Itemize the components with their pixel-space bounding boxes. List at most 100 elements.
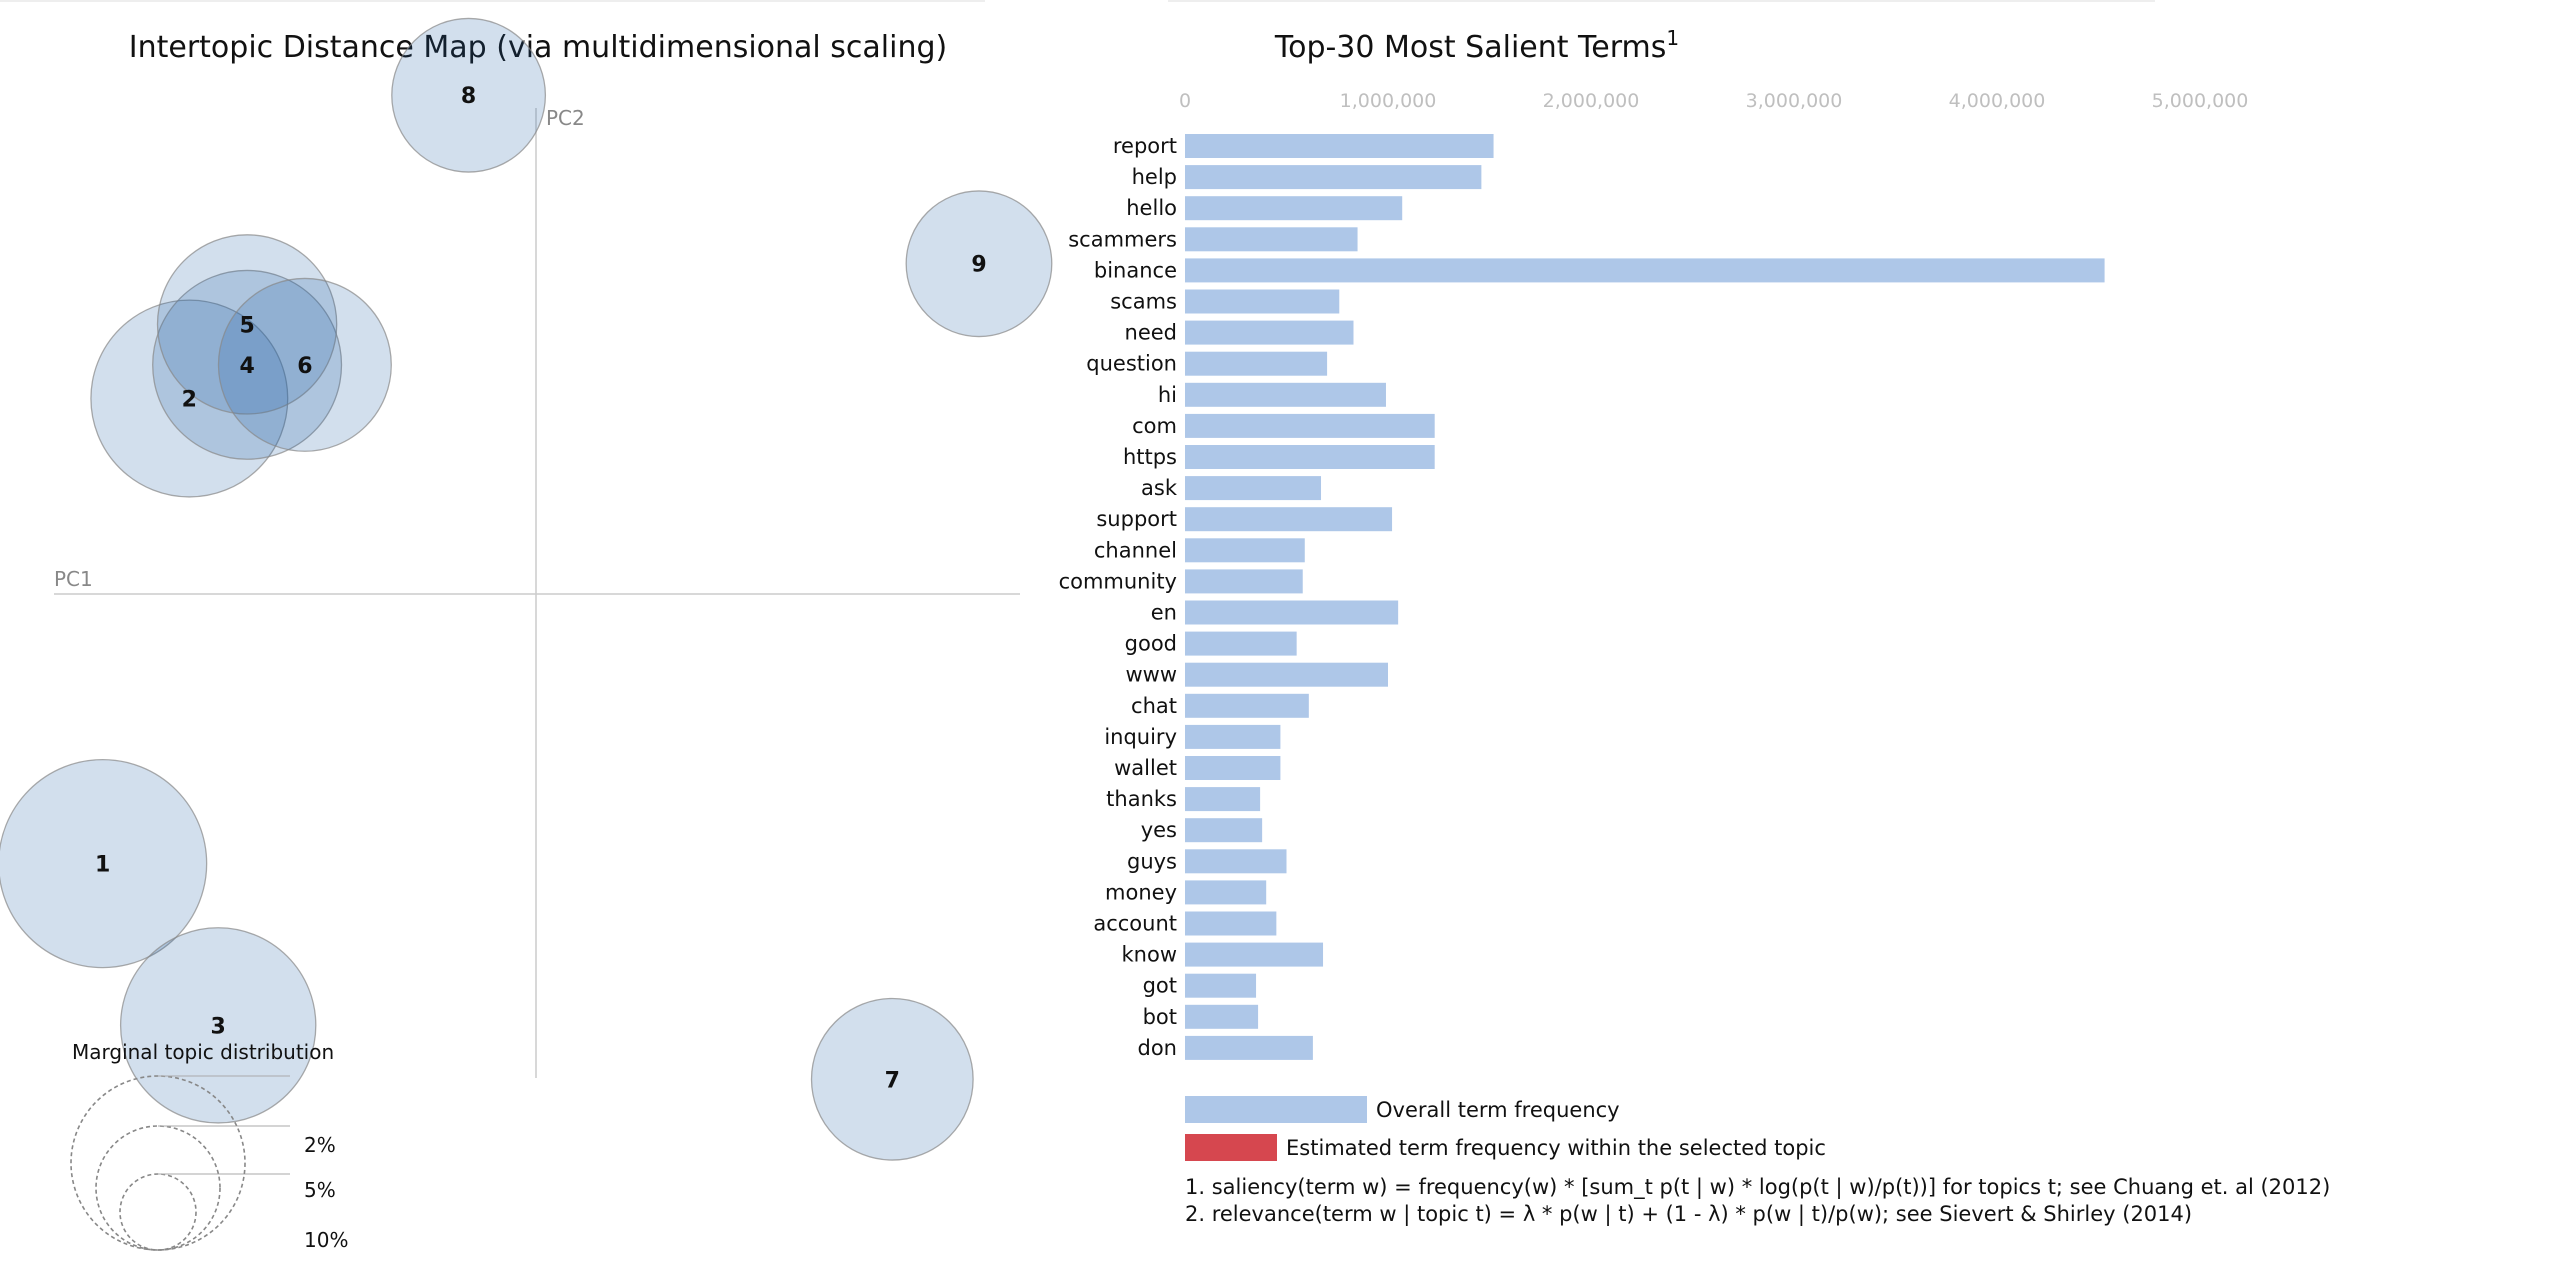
- term-bar-know[interactable]: [1185, 942, 1324, 967]
- term-bar-com[interactable]: [1185, 413, 1435, 438]
- salient-terms-title-text: Top-30 Most Salient Terms: [1274, 30, 1667, 65]
- pc1-axis-label: PC1: [54, 567, 93, 591]
- term-label-hi[interactable]: hi: [1158, 383, 1177, 407]
- term-label-question[interactable]: question: [1086, 352, 1177, 376]
- topic-bubble-3[interactable]: [119, 927, 317, 1124]
- term-label-bot[interactable]: bot: [1143, 1005, 1177, 1029]
- topic-label-8: 8: [461, 84, 476, 109]
- topic-label-4: 4: [239, 354, 254, 379]
- topic-bubble-7[interactable]: [810, 997, 974, 1161]
- term-bar-help[interactable]: [1185, 165, 1482, 190]
- term-label-ask[interactable]: ask: [1141, 476, 1178, 500]
- term-bar-ask[interactable]: [1185, 476, 1322, 501]
- term-label-money[interactable]: money: [1105, 880, 1177, 904]
- term-label-com[interactable]: com: [1132, 414, 1177, 438]
- topic-bubble-2[interactable]: [90, 299, 289, 498]
- marginal-level-label-1: 5%: [304, 1178, 336, 1202]
- term-label-wallet[interactable]: wallet: [1114, 756, 1177, 780]
- x-tick-label-3: 3,000,000: [1746, 90, 1843, 112]
- intertopic-map-title: Intertopic Distance Map (via multidimens…: [129, 30, 947, 65]
- term-bar-money[interactable]: [1185, 880, 1267, 905]
- term-label-support[interactable]: support: [1096, 507, 1177, 531]
- overall-frequency-swatch: [1185, 1096, 1367, 1123]
- x-tick-label-1: 1,000,000: [1340, 90, 1437, 112]
- term-bar-thanks[interactable]: [1185, 787, 1261, 812]
- term-label-need[interactable]: need: [1125, 321, 1177, 345]
- marginal-level-label-0: 2%: [304, 1133, 336, 1157]
- term-bar-yes[interactable]: [1185, 818, 1263, 843]
- topic-label-7: 7: [885, 1068, 900, 1093]
- topic-bubble-1[interactable]: [0, 758, 208, 969]
- term-bar-don[interactable]: [1185, 1035, 1313, 1060]
- topic-bubble-4[interactable]: [152, 269, 343, 460]
- pc2-axis-label: PC2: [546, 106, 585, 130]
- term-bar-scammers[interactable]: [1185, 227, 1358, 252]
- term-label-inquiry[interactable]: inquiry: [1104, 725, 1177, 749]
- term-bar-question[interactable]: [1185, 351, 1328, 376]
- term-bar-chat[interactable]: [1185, 693, 1309, 718]
- term-bar-en[interactable]: [1185, 600, 1399, 625]
- term-label-www[interactable]: www: [1125, 663, 1177, 687]
- term-label-binance[interactable]: binance: [1094, 258, 1177, 282]
- term-bar-inquiry[interactable]: [1185, 724, 1281, 749]
- term-bar-scams[interactable]: [1185, 289, 1340, 314]
- intertopic-distance-map: PC1 PC2 1 2 3 4 5 6 7 8 9: [0, 17, 1053, 1161]
- marginal-circle-1: [95, 1125, 221, 1251]
- term-label-guys[interactable]: guys: [1127, 849, 1177, 873]
- term-label-help[interactable]: help: [1132, 165, 1177, 189]
- term-bar-https[interactable]: [1185, 445, 1435, 469]
- term-bar-guys[interactable]: [1185, 849, 1287, 874]
- term-bar-wallet[interactable]: [1185, 756, 1281, 780]
- marginal-topic-distribution: Marginal topic distribution 2% 5% 10%: [70, 1040, 348, 1252]
- marginal-distribution-title: Marginal topic distribution: [72, 1040, 334, 1064]
- term-bar-channel[interactable]: [1185, 538, 1305, 563]
- term-label-en[interactable]: en: [1151, 601, 1177, 625]
- term-label-https[interactable]: https: [1123, 445, 1177, 469]
- term-bar-bot[interactable]: [1185, 1004, 1259, 1029]
- term-label-chat[interactable]: chat: [1131, 694, 1177, 718]
- term-bar-got[interactable]: [1185, 973, 1257, 998]
- term-label-got[interactable]: got: [1143, 974, 1177, 998]
- term-label-channel[interactable]: channel: [1094, 538, 1177, 562]
- term-bar-report[interactable]: [1185, 134, 1494, 158]
- term-label-hello[interactable]: hello: [1126, 196, 1177, 220]
- term-bar-good[interactable]: [1185, 631, 1297, 656]
- x-tick-label-0: 0: [1179, 90, 1191, 112]
- term-label-account[interactable]: account: [1093, 912, 1177, 936]
- topic-bubbles[interactable]: 1 2 3 4 5 6 7 8 9: [0, 17, 1053, 1161]
- term-label-scammers[interactable]: scammers: [1068, 227, 1177, 251]
- marginal-level-label-2: 10%: [304, 1228, 348, 1252]
- term-label-scams[interactable]: scams: [1110, 290, 1177, 314]
- topic-label-3: 3: [211, 1014, 226, 1039]
- topic-bubble-6[interactable]: [217, 277, 392, 452]
- x-tick-label-5: 5,000,000: [2152, 90, 2249, 112]
- term-label-report[interactable]: report: [1113, 134, 1177, 158]
- term-label-thanks[interactable]: thanks: [1106, 787, 1177, 811]
- footnote-saliency: 1. saliency(term w) = frequency(w) * [su…: [1185, 1175, 2330, 1200]
- salient-terms-bar-chart: 0 1,000,000 2,000,000 3,000,000 4,000,000 5,0…: [1059, 90, 2249, 1060]
- term-bar-www[interactable]: [1185, 662, 1388, 687]
- term-bar-hello[interactable]: [1185, 196, 1403, 221]
- term-bar-binance[interactable]: [1185, 258, 2105, 283]
- topic-bubble-8[interactable]: [391, 17, 547, 173]
- salient-terms-title: Top-30 Most Salient Terms1: [1274, 26, 1679, 65]
- topic-frequency-swatch: [1185, 1134, 1277, 1161]
- term-label-don[interactable]: don: [1138, 1036, 1178, 1060]
- term-label-yes[interactable]: yes: [1141, 818, 1177, 842]
- term-bar-account[interactable]: [1185, 911, 1277, 936]
- term-label-community[interactable]: community: [1059, 569, 1177, 593]
- term-bar-community[interactable]: [1185, 569, 1303, 594]
- salient-terms-title-footnote-mark: 1: [1666, 26, 1679, 50]
- term-bar-need[interactable]: [1185, 320, 1354, 345]
- topic-label-6: 6: [297, 354, 312, 379]
- x-tick-label-4: 4,000,000: [1949, 90, 2046, 112]
- term-label-know[interactable]: know: [1122, 943, 1178, 967]
- term-bar-support[interactable]: [1185, 507, 1393, 532]
- topic-bubble-9[interactable]: [905, 190, 1053, 338]
- topic-frequency-legend-label: Estimated term frequency within the sele…: [1286, 1136, 1826, 1160]
- term-bar-hi[interactable]: [1185, 382, 1386, 407]
- topic-label-9: 9: [971, 253, 986, 278]
- term-label-good[interactable]: good: [1125, 632, 1177, 656]
